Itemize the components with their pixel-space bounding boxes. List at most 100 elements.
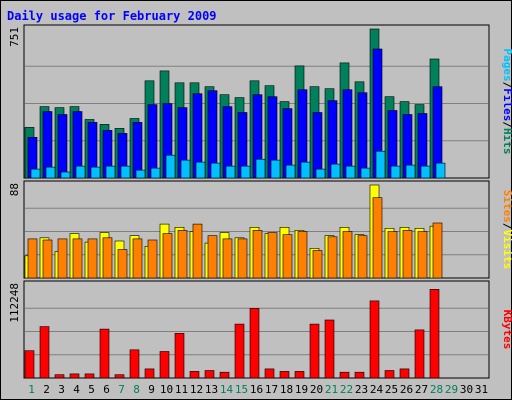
x-tick-label-day-5: 5 xyxy=(88,383,95,396)
bar-pages-day-7 xyxy=(120,165,131,179)
bar-pages-day-25 xyxy=(390,165,401,179)
bar-pages-day-1 xyxy=(30,168,41,179)
bar-sites-day-21 xyxy=(327,236,338,279)
legend-item: Files xyxy=(501,88,512,121)
bar-sites-day-2 xyxy=(42,239,53,279)
bar-kbytes-day-1 xyxy=(24,350,35,379)
bar-kbytes-day-7 xyxy=(114,374,125,379)
legend-item: / xyxy=(501,121,512,128)
bar-sites-day-25 xyxy=(387,231,398,279)
bar-kbytes-day-6 xyxy=(99,328,110,379)
bar-files-day-3 xyxy=(57,114,68,179)
x-tick-label-day-2: 2 xyxy=(43,383,50,396)
bar-sites-day-1 xyxy=(27,238,38,279)
bar-pages-day-27 xyxy=(420,165,431,179)
bar-sites-day-3 xyxy=(57,238,68,279)
x-tick-label-day-18: 18 xyxy=(280,383,293,396)
bar-files-day-22 xyxy=(342,89,353,179)
x-tick-label-day-31: 31 xyxy=(475,383,488,396)
x-tick-label-day-19: 19 xyxy=(295,383,308,396)
bar-kbytes-day-13 xyxy=(204,370,215,379)
x-tick-label-day-11: 11 xyxy=(175,383,188,396)
x-tick-label-day-21: 21 xyxy=(325,383,338,396)
bar-kbytes-day-22 xyxy=(339,371,350,379)
x-tick-label-day-13: 13 xyxy=(205,383,218,396)
x-tick-label-day-10: 10 xyxy=(160,383,173,396)
bar-pages-day-26 xyxy=(405,164,416,179)
x-tick-label-day-27: 27 xyxy=(415,383,428,396)
legend-item: Pages xyxy=(501,49,512,82)
bar-sites-day-27 xyxy=(417,231,428,279)
bar-kbytes-day-15 xyxy=(234,323,245,379)
bar-sites-day-14 xyxy=(222,238,233,279)
x-tick-label-day-15: 15 xyxy=(235,383,248,396)
bar-kbytes-day-18 xyxy=(279,371,290,379)
x-tick-label-day-26: 26 xyxy=(400,383,413,396)
y-max-label-sites-visits: 88 xyxy=(8,183,21,196)
x-tick-label-day-3: 3 xyxy=(58,383,65,396)
legend-item: Sites xyxy=(501,190,512,223)
x-tick-label-day-16: 16 xyxy=(250,383,263,396)
x-tick-label-day-9: 9 xyxy=(148,383,155,396)
bar-pages-day-13 xyxy=(210,162,221,179)
bar-pages-day-6 xyxy=(105,165,116,179)
bar-pages-day-12 xyxy=(195,161,206,179)
bar-pages-day-14 xyxy=(225,165,236,179)
x-tick-label-day-24: 24 xyxy=(370,383,384,396)
bar-kbytes-day-24 xyxy=(369,300,380,379)
bar-pages-day-23 xyxy=(360,167,371,179)
bar-kbytes-day-3 xyxy=(54,374,65,379)
legend-kbytes: KBytes xyxy=(501,310,512,350)
y-max-label-pages-files-hits: 751 xyxy=(8,27,21,47)
bar-pages-day-11 xyxy=(180,159,191,179)
bar-pages-day-4 xyxy=(75,165,86,179)
bar-sites-day-12 xyxy=(192,223,203,279)
bar-kbytes-day-5 xyxy=(84,373,95,379)
bar-pages-day-16 xyxy=(255,158,266,179)
bar-sites-day-19 xyxy=(297,231,308,279)
x-tick-label-day-30: 30 xyxy=(460,383,473,396)
bar-pages-day-17 xyxy=(270,159,281,179)
bar-kbytes-day-19 xyxy=(294,371,305,379)
bar-kbytes-day-27 xyxy=(414,329,425,379)
bar-sites-day-11 xyxy=(177,230,188,279)
legend-item: / xyxy=(501,82,512,89)
legend-item: Visits xyxy=(501,230,512,270)
bar-sites-day-26 xyxy=(402,230,413,279)
bar-files-day-8 xyxy=(132,122,143,179)
bar-pages-day-15 xyxy=(240,165,251,179)
bar-pages-day-5 xyxy=(90,166,101,179)
bar-pages-day-21 xyxy=(330,163,341,179)
bar-kbytes-day-28 xyxy=(429,288,440,379)
bar-kbytes-day-26 xyxy=(399,368,410,379)
y-max-label-kbytes: 112248 xyxy=(8,283,21,323)
chart-title: Daily usage for February 2009 xyxy=(7,9,217,23)
x-tick-label-day-6: 6 xyxy=(103,383,110,396)
bar-sites-day-15 xyxy=(237,238,248,279)
bar-kbytes-day-4 xyxy=(69,373,80,379)
bar-pages-day-22 xyxy=(345,165,356,179)
x-tick-label-day-14: 14 xyxy=(220,383,234,396)
bar-sites-day-23 xyxy=(357,235,368,279)
x-tick-label-day-1: 1 xyxy=(28,383,35,396)
bar-sites-day-28 xyxy=(432,222,443,279)
bar-sites-day-17 xyxy=(267,232,278,279)
bar-kbytes-day-16 xyxy=(249,308,260,379)
bar-kbytes-day-11 xyxy=(174,332,185,379)
bar-pages-day-8 xyxy=(135,169,146,179)
bar-sites-day-13 xyxy=(207,235,218,279)
bar-sites-day-8 xyxy=(132,238,143,279)
bar-pages-day-2 xyxy=(45,166,56,179)
x-tick-label-day-28: 28 xyxy=(430,383,443,396)
bar-sites-day-4 xyxy=(72,238,83,279)
x-tick-label-day-22: 22 xyxy=(340,383,353,396)
x-tick-label-day-23: 23 xyxy=(355,383,368,396)
bar-kbytes-day-17 xyxy=(264,368,275,379)
bar-files-day-9 xyxy=(147,104,158,179)
legend-sites-visits: Sites/Visits xyxy=(501,190,512,270)
bar-pages-day-20 xyxy=(315,168,326,179)
bar-pages-day-24 xyxy=(375,150,386,179)
bar-kbytes-day-21 xyxy=(324,319,335,379)
bar-files-day-20 xyxy=(312,112,323,179)
legend-item: KBytes xyxy=(501,310,512,350)
